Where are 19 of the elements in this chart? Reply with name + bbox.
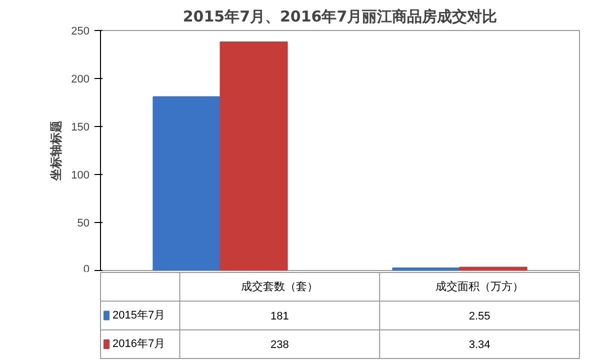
chart-title: 2015年7月、2016年7月丽江商品房成交对比 bbox=[182, 8, 498, 26]
data-label: 181 bbox=[270, 310, 289, 322]
data-label: 238 bbox=[270, 339, 289, 352]
bar bbox=[459, 266, 528, 270]
y-tick-label: 100 bbox=[71, 170, 90, 182]
y-tick-label: 50 bbox=[77, 218, 90, 230]
x-tick-label: 成交套数（套） bbox=[241, 280, 318, 293]
y-tick-label: 250 bbox=[71, 26, 90, 38]
bar bbox=[152, 96, 221, 270]
legend-label: 2016年7月 bbox=[112, 338, 166, 350]
legend-label: 2015年7月 bbox=[112, 310, 166, 322]
y-axis-title: 坐标轴标题 bbox=[49, 120, 64, 182]
bar bbox=[392, 268, 460, 270]
data-label: 2.55 bbox=[468, 310, 490, 322]
y-tick-label: 150 bbox=[71, 122, 90, 134]
y-tick-label: 200 bbox=[71, 74, 90, 86]
data-label: 3.34 bbox=[468, 339, 490, 352]
x-tick-label: 成交面积（万方） bbox=[436, 280, 524, 293]
bar bbox=[220, 42, 288, 270]
